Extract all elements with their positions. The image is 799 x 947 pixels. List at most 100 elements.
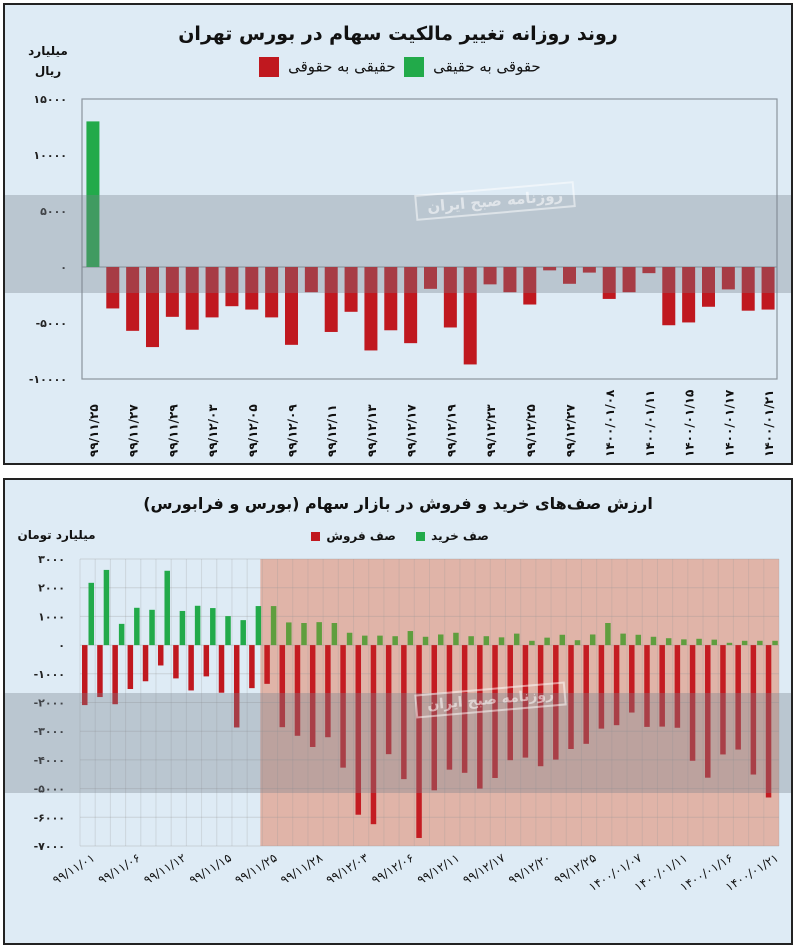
sell-queue-bar [477,645,483,789]
buy-queue-bar [377,635,383,646]
bar [285,267,298,345]
y-tick-label: -۷۰۰۰ [34,840,65,853]
plot-area [81,98,778,380]
bar [86,121,100,268]
y-tick-label: -۲۰۰۰ [34,697,65,710]
sell-queue-bar [522,645,529,758]
bar [404,267,418,344]
bar [543,267,557,271]
y-tick-label: -۱۰۰۰۰ [29,373,67,386]
chart-title: ارزش صف‌های خرید و فروش در بازار سهام (ب… [143,494,653,513]
x-tick-label: ۹۹/۱۱/۲۷ [127,404,141,457]
y-tick-label: ۱۰۰۰ [38,610,65,623]
sell-queue-bar [750,645,757,775]
bar [443,267,457,328]
x-tick-label: ۹۹/۱۱/۱۲ [141,851,188,888]
buy-queue-bar [650,636,657,646]
sell-queue-bar [112,645,118,705]
buy-queue-bar [179,610,186,646]
y-tick-label: ۳۰۰۰ [38,553,65,566]
sell-queue-bar [355,645,362,815]
buy-queue-bar [741,640,748,646]
buy-queue-bar [589,634,596,646]
buy-queue-bar [392,636,398,646]
legend-label-buy-queue: صف خرید [431,529,489,543]
buy-queue-bar [726,642,733,646]
sell-queue-bar [233,645,240,728]
sell-queue-bar [294,645,301,736]
bar [741,267,755,311]
x-tick-label: ۹۹/۱۲/۱۷ [460,850,508,887]
sell-queue-bar [583,645,589,744]
chart-title: روند روزانه تغییر مالکیت سهام در بورس ته… [178,23,618,45]
sell-queue-bar [492,645,498,778]
x-tick-label: ۹۹/۱۱/۲۵ [232,851,279,888]
x-tick-label: ۹۹/۱۱/۰۶ [96,851,143,888]
y-tick-label: ۱۵۰۰۰ [33,93,67,106]
y-tick-label: -۵۰۰۰ [36,317,67,330]
x-tick-label: ۹۹/۱۲/۱۹ [444,404,458,457]
buy-queue-bar [757,640,763,646]
buy-queue-bar [103,569,110,646]
x-tick-label: ۹۹/۱۲/۰۳ [324,850,372,887]
x-tick-label: ۹۹/۱۲/۱۱ [325,404,339,457]
buy-queue-bar [255,606,262,646]
x-tick-label: ۹۹/۱۲/۲۳ [484,404,498,457]
buy-queue-bar [210,608,216,646]
buy-queue-bar [483,636,490,646]
y-tick-label: ۲۰۰۰ [38,582,65,595]
x-tick-label: ۹۹/۱۱/۲۸ [278,850,326,887]
bar [344,267,358,312]
y-axis-unit: میلیارد ریال [28,44,68,78]
sell-queue-bar [674,645,681,728]
y-tick-label: ۵۰۰۰ [40,205,67,218]
buy-queue-bar [286,622,292,646]
bar [106,267,120,309]
buy-queue-bar [772,640,778,646]
sell-queue-bar [309,645,316,747]
bar [761,267,775,310]
sell-queue-bar [325,645,331,738]
sell-queue-bar [370,645,377,825]
x-tick-label: ۹۹/۱۲/۲۷ [564,404,578,457]
bar [165,267,179,317]
sell-queue-bar [537,645,544,767]
buy-queue-bar [194,605,201,646]
sell-queue-bar [629,645,635,713]
buy-queue-bar [574,640,581,646]
sell-queue-bar [598,645,605,729]
sell-queue-bar [142,645,149,682]
y-axis-unit: میلیارد تومان [17,528,96,542]
bar [721,267,735,290]
queue-value-panel: ارزش صف‌های خرید و فروش در بازار سهام (ب… [3,478,793,945]
x-tick-label: ۱۴۰۰/۰۱/۲۱ [762,390,776,457]
buy-queue-bar [529,640,535,646]
buy-queue-bar [346,632,353,646]
x-tick-label: ۹۹/۱۲/۰۵ [246,404,260,457]
sell-queue-bar [173,645,179,679]
queue-value-chart: ۳۰۰۰ ۲۰۰۰ ۱۰۰۰ ۰ -۱۰۰۰ -۲۰۰۰ -۳۰۰۰ -۴۰۰۰ -۵۰۰۰ -۶… [34,553,781,894]
bar [702,267,715,307]
y-tick-label: ۰ [58,639,65,652]
buy-queue-bar [681,639,687,646]
sell-queue-bar [689,645,696,761]
legend-label-legal-to-real: حقوقی به حقیقی [433,57,541,76]
x-tick-label: ۹۹/۱۲/۲۵ [524,404,538,457]
buy-queue-bar [422,636,429,646]
x-tick-label: ۹۹/۱۱/۱۵ [187,851,234,888]
y-tick-label: -۳۰۰۰ [34,725,65,738]
buy-queue-bar [513,633,520,646]
buy-queue-bar [134,607,140,646]
buy-queue-bar [620,633,626,646]
bar [483,267,497,285]
sell-queue-bar [401,645,407,780]
bar [682,267,696,323]
bar [265,267,279,318]
x-tick-label: ۱۴۰۰/۰۱/۱۱ [643,390,657,457]
sell-queue-bar [385,645,392,755]
bar [662,267,676,326]
buy-queue-bar [605,623,611,646]
bar [622,267,636,293]
sell-queue-bar [279,645,286,728]
legend-label-sell-queue: صف فروش [326,529,396,543]
